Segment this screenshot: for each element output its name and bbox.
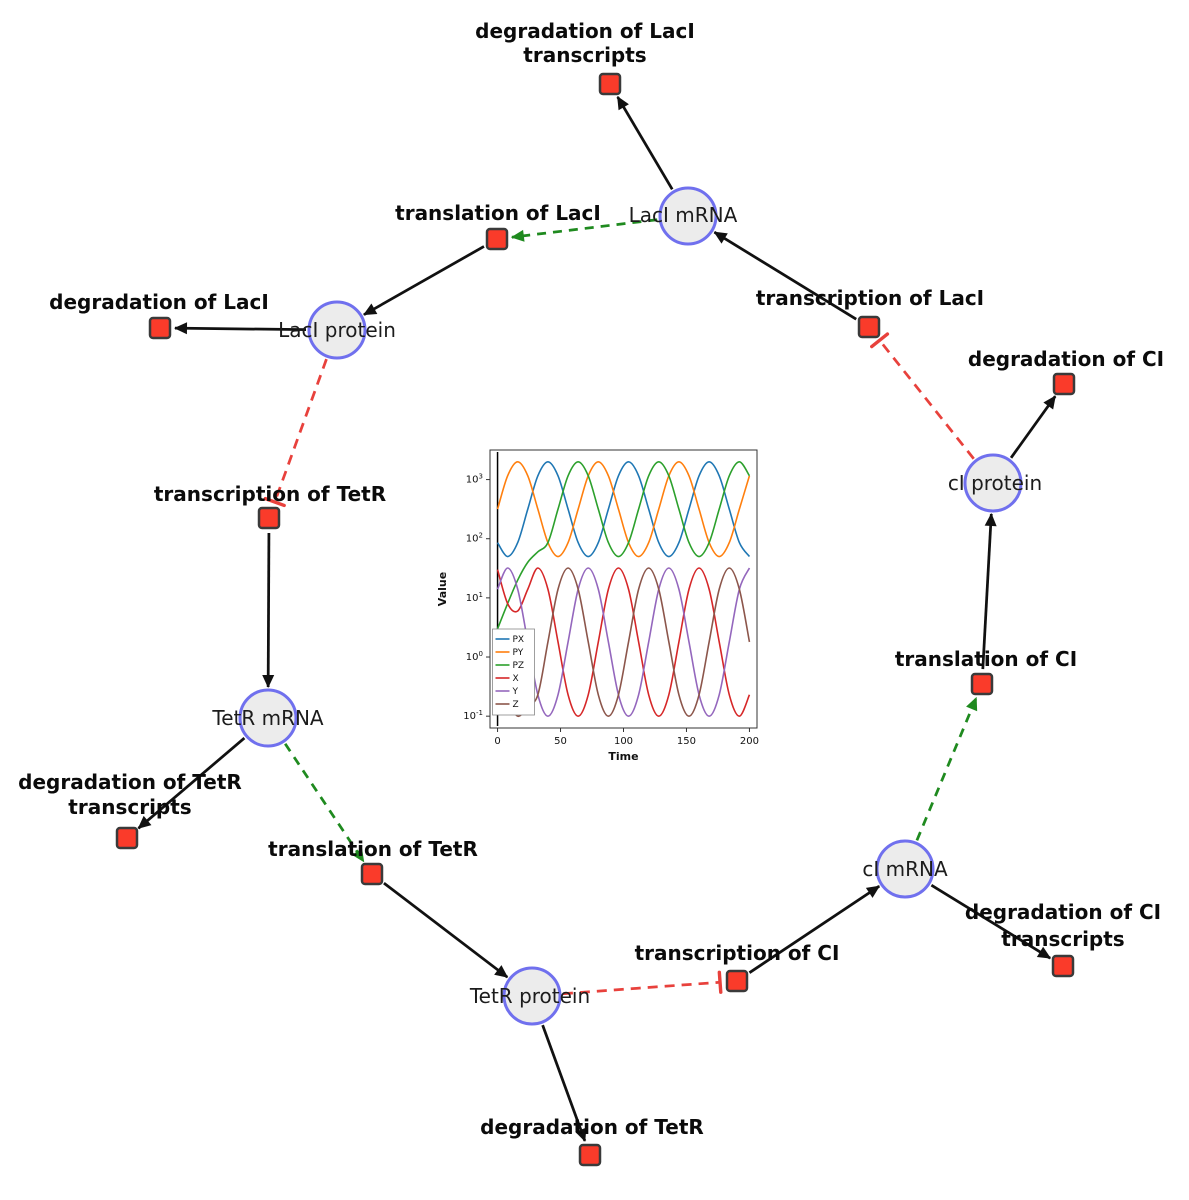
- chart-y-tick-label: 100: [466, 650, 483, 663]
- translation-laci-label: translation of LacI: [395, 201, 601, 225]
- laci-mrna-label: LacI mRNA: [629, 203, 738, 227]
- chart-legend-label-X: X: [513, 674, 519, 684]
- chart-series-X: [496, 567, 751, 717]
- chart-series-PY: [496, 460, 751, 558]
- edge-translation-laci-to-laci-protein: [363, 245, 485, 316]
- chart-x-tick-label: 200: [740, 736, 759, 747]
- deg-ci-tx-label-line2: transcripts: [1001, 927, 1124, 951]
- species-node-ci-mrna[interactable]: [875, 839, 935, 899]
- deg-ci-tx-label-line1: degradation of CI: [965, 900, 1161, 924]
- chart-y-axis-label: Value: [436, 572, 449, 606]
- chart-x-tick-label: 0: [494, 736, 500, 747]
- species-node-laci-mrna[interactable]: [658, 186, 718, 246]
- chart-series-Z: [496, 567, 751, 718]
- reaction-node-translation-tetr[interactable]: [360, 862, 384, 886]
- deg-laci-tx-label-line1: degradation of LacI: [475, 19, 695, 43]
- label-layer: LacI mRNA LacI protein TetR mRNA TetR prote…: [18, 19, 1164, 1139]
- chart-x-tick-label: 50: [554, 736, 567, 747]
- chart-y-tick-label: 10-1: [463, 709, 483, 722]
- reaction-node-deg-laci[interactable]: [148, 316, 172, 340]
- chart-y-tick-label: 103: [466, 473, 483, 486]
- reaction-node-translation-laci[interactable]: [485, 227, 509, 251]
- edge-translation-tetr-to-tetr-protein: [383, 882, 509, 979]
- chart-legend-label-PX: PX: [513, 635, 525, 645]
- tetr-protein-label: TetR protein: [469, 984, 590, 1008]
- transcription-tetr-label: transcription of TetR: [154, 482, 386, 506]
- chart-y-tick-label: 102: [466, 532, 483, 545]
- edge-transcription-laci-to-laci-mrna: [713, 231, 857, 321]
- edge-tetr-protein-to-deg-tetr: [541, 1024, 587, 1142]
- deg-laci-label: degradation of LacI: [49, 290, 269, 314]
- species-node-laci-protein[interactable]: [307, 300, 367, 360]
- inset-chart: 0 50 100 150 200 10-1 100 101 102 103 Time Value PX P…: [436, 449, 759, 763]
- reaction-node-deg-laci-tx[interactable]: [598, 72, 622, 96]
- species-node-tetr-mrna[interactable]: [238, 688, 298, 748]
- edge-transcription-tetr-to-tetr-mrna: [262, 532, 275, 689]
- edge-ci-protein-to-deg-ci: [1009, 395, 1057, 459]
- chart-x-tick-label: 150: [677, 736, 696, 747]
- reaction-node-translation-ci[interactable]: [970, 672, 994, 696]
- chart-y-tick-label: 101: [466, 591, 483, 604]
- reaction-node-deg-tetr[interactable]: [578, 1143, 602, 1167]
- reaction-node-deg-ci[interactable]: [1052, 372, 1076, 396]
- edge-laci-mrna-to-deg-laci-tx: [616, 96, 674, 191]
- edge-tetr-mrna-to-translation-tetr: [284, 743, 365, 863]
- chart-x-tick-label: 100: [614, 736, 633, 747]
- edge-ci-protein-to-transcription-laci: [870, 332, 975, 460]
- edge-tetr-protein-to-transcription-ci: [562, 970, 723, 996]
- tetr-mrna-label: TetR mRNA: [211, 706, 324, 730]
- deg-laci-tx-label-line2: transcripts: [523, 43, 646, 67]
- edge-translation-ci-to-ci-protein: [981, 512, 997, 670]
- deg-tetr-label: degradation of TetR: [480, 1115, 704, 1139]
- node-layer: [115, 72, 1076, 1167]
- laci-protein-label: LacI protein: [278, 318, 396, 342]
- reaction-node-deg-ci-tx[interactable]: [1051, 954, 1075, 978]
- ci-mrna-label: cI mRNA: [862, 857, 948, 881]
- edge-ci-mrna-to-deg-ci-tx: [930, 884, 1052, 960]
- edge-transcription-ci-to-ci-mrna: [748, 885, 881, 974]
- chart-legend-label-Z: Z: [513, 700, 519, 710]
- chart-legend-label-PY: PY: [513, 648, 524, 658]
- translation-ci-label: translation of CI: [895, 647, 1077, 671]
- species-node-ci-protein[interactable]: [963, 453, 1023, 513]
- reaction-node-transcription-laci[interactable]: [857, 315, 881, 339]
- species-node-tetr-protein[interactable]: [502, 966, 562, 1026]
- edge-layer: [137, 96, 1057, 1142]
- reaction-node-deg-tetr-tx[interactable]: [115, 826, 139, 850]
- chart-x-axis-label: Time: [608, 750, 638, 763]
- chart-series-PZ: [496, 460, 751, 630]
- transcription-ci-label: transcription of CI: [635, 941, 840, 965]
- chart-legend-label-PZ: PZ: [513, 661, 525, 671]
- chart-series-Y: [496, 567, 751, 717]
- chart-legend: [492, 628, 535, 716]
- edge-tetr-mrna-to-deg-tetr-tx: [137, 737, 246, 830]
- deg-tetr-tx-label-line1: degradation of TetR: [18, 770, 242, 794]
- deg-ci-label: degradation of CI: [968, 347, 1164, 371]
- edge-laci-mrna-to-translation-laci: [510, 218, 658, 242]
- reaction-node-transcription-tetr[interactable]: [257, 506, 281, 530]
- transcription-laci-label: transcription of LacI: [756, 286, 984, 310]
- reaction-node-transcription-ci[interactable]: [725, 969, 749, 993]
- ci-protein-label: cI protein: [948, 471, 1042, 495]
- deg-tetr-tx-label-line2: transcripts: [68, 795, 191, 819]
- chart-series-PX: [496, 460, 751, 558]
- edge-laci-protein-to-deg-laci: [173, 322, 307, 335]
- edge-ci-mrna-to-translation-ci: [915, 696, 978, 841]
- translation-tetr-label: translation of TetR: [268, 837, 478, 861]
- edge-laci-protein-to-transcription-tetr: [263, 358, 328, 508]
- chart-legend-label-Y: Y: [512, 687, 519, 697]
